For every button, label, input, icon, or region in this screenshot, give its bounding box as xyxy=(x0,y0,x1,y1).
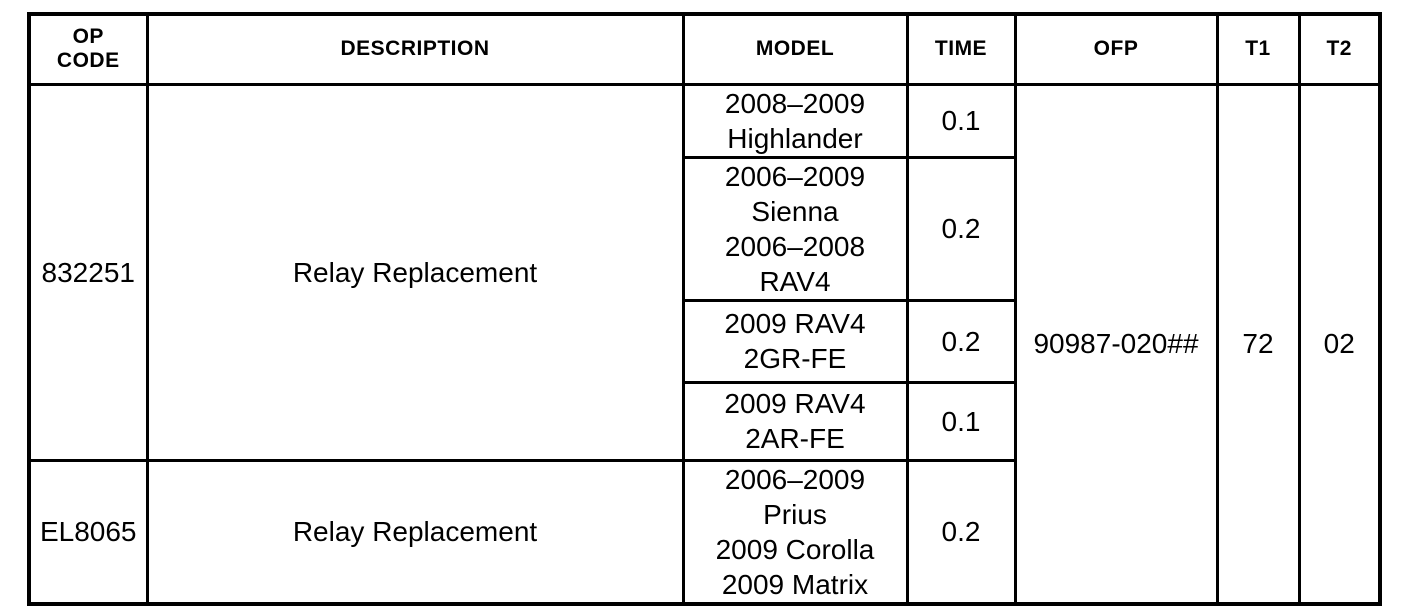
table-row: 832251 Relay Replacement 2008–2009 Highl… xyxy=(27,82,1382,605)
header-description: DESCRIPTION xyxy=(145,12,685,86)
model-cell: 2008–2009 Highlander xyxy=(681,82,909,159)
model-cell: 2009 RAV4 2AR-FE xyxy=(681,380,909,462)
description-cell: Relay Replacement xyxy=(145,82,685,462)
time-cell: 0.1 xyxy=(905,380,1017,462)
labor-operation-table: OP CODE DESCRIPTION MODEL TIME OFP T1 T2… xyxy=(27,12,1382,606)
header-time: TIME xyxy=(905,12,1017,86)
t2-cell: 02 xyxy=(1297,82,1382,605)
table-row: 2006–2009 Sienna 2006–2008 RAV4 0.2 xyxy=(29,155,1380,302)
header-ofp: OFP xyxy=(1013,12,1219,86)
time-cell: 0.2 xyxy=(905,458,1017,605)
header-t2: T2 xyxy=(1297,12,1382,86)
model-cell: 2009 RAV4 2GR-FE xyxy=(681,298,909,384)
header-model: MODEL xyxy=(681,12,909,86)
header-t1: T1 xyxy=(1215,12,1301,86)
table-row: EL8065 Relay Replacement 2006–2009 Prius… xyxy=(27,458,1380,605)
model-cell: 2006–2009 Sienna 2006–2008 RAV4 xyxy=(681,155,909,302)
time-cell: 0.2 xyxy=(905,298,1017,384)
header-op-code: OP CODE xyxy=(27,12,149,86)
header-row: OP CODE DESCRIPTION MODEL TIME OFP T1 T2 xyxy=(27,12,1382,86)
table-row: 2009 RAV4 2AR-FE 0.1 xyxy=(29,380,1380,462)
time-cell: 0.2 xyxy=(905,155,1017,302)
model-cell: 2006–2009 Prius 2009 Corolla 2009 Matrix xyxy=(681,458,909,605)
op-code-cell: 832251 xyxy=(27,82,149,462)
time-cell: 0.1 xyxy=(905,82,1017,159)
op-code-cell: EL8065 xyxy=(27,458,149,605)
table-row: 2009 RAV4 2GR-FE 0.2 xyxy=(29,298,1380,384)
t1-cell: 72 xyxy=(1215,82,1301,605)
description-cell: Relay Replacement xyxy=(145,458,685,605)
ofp-cell: 90987-020## xyxy=(1013,82,1219,605)
